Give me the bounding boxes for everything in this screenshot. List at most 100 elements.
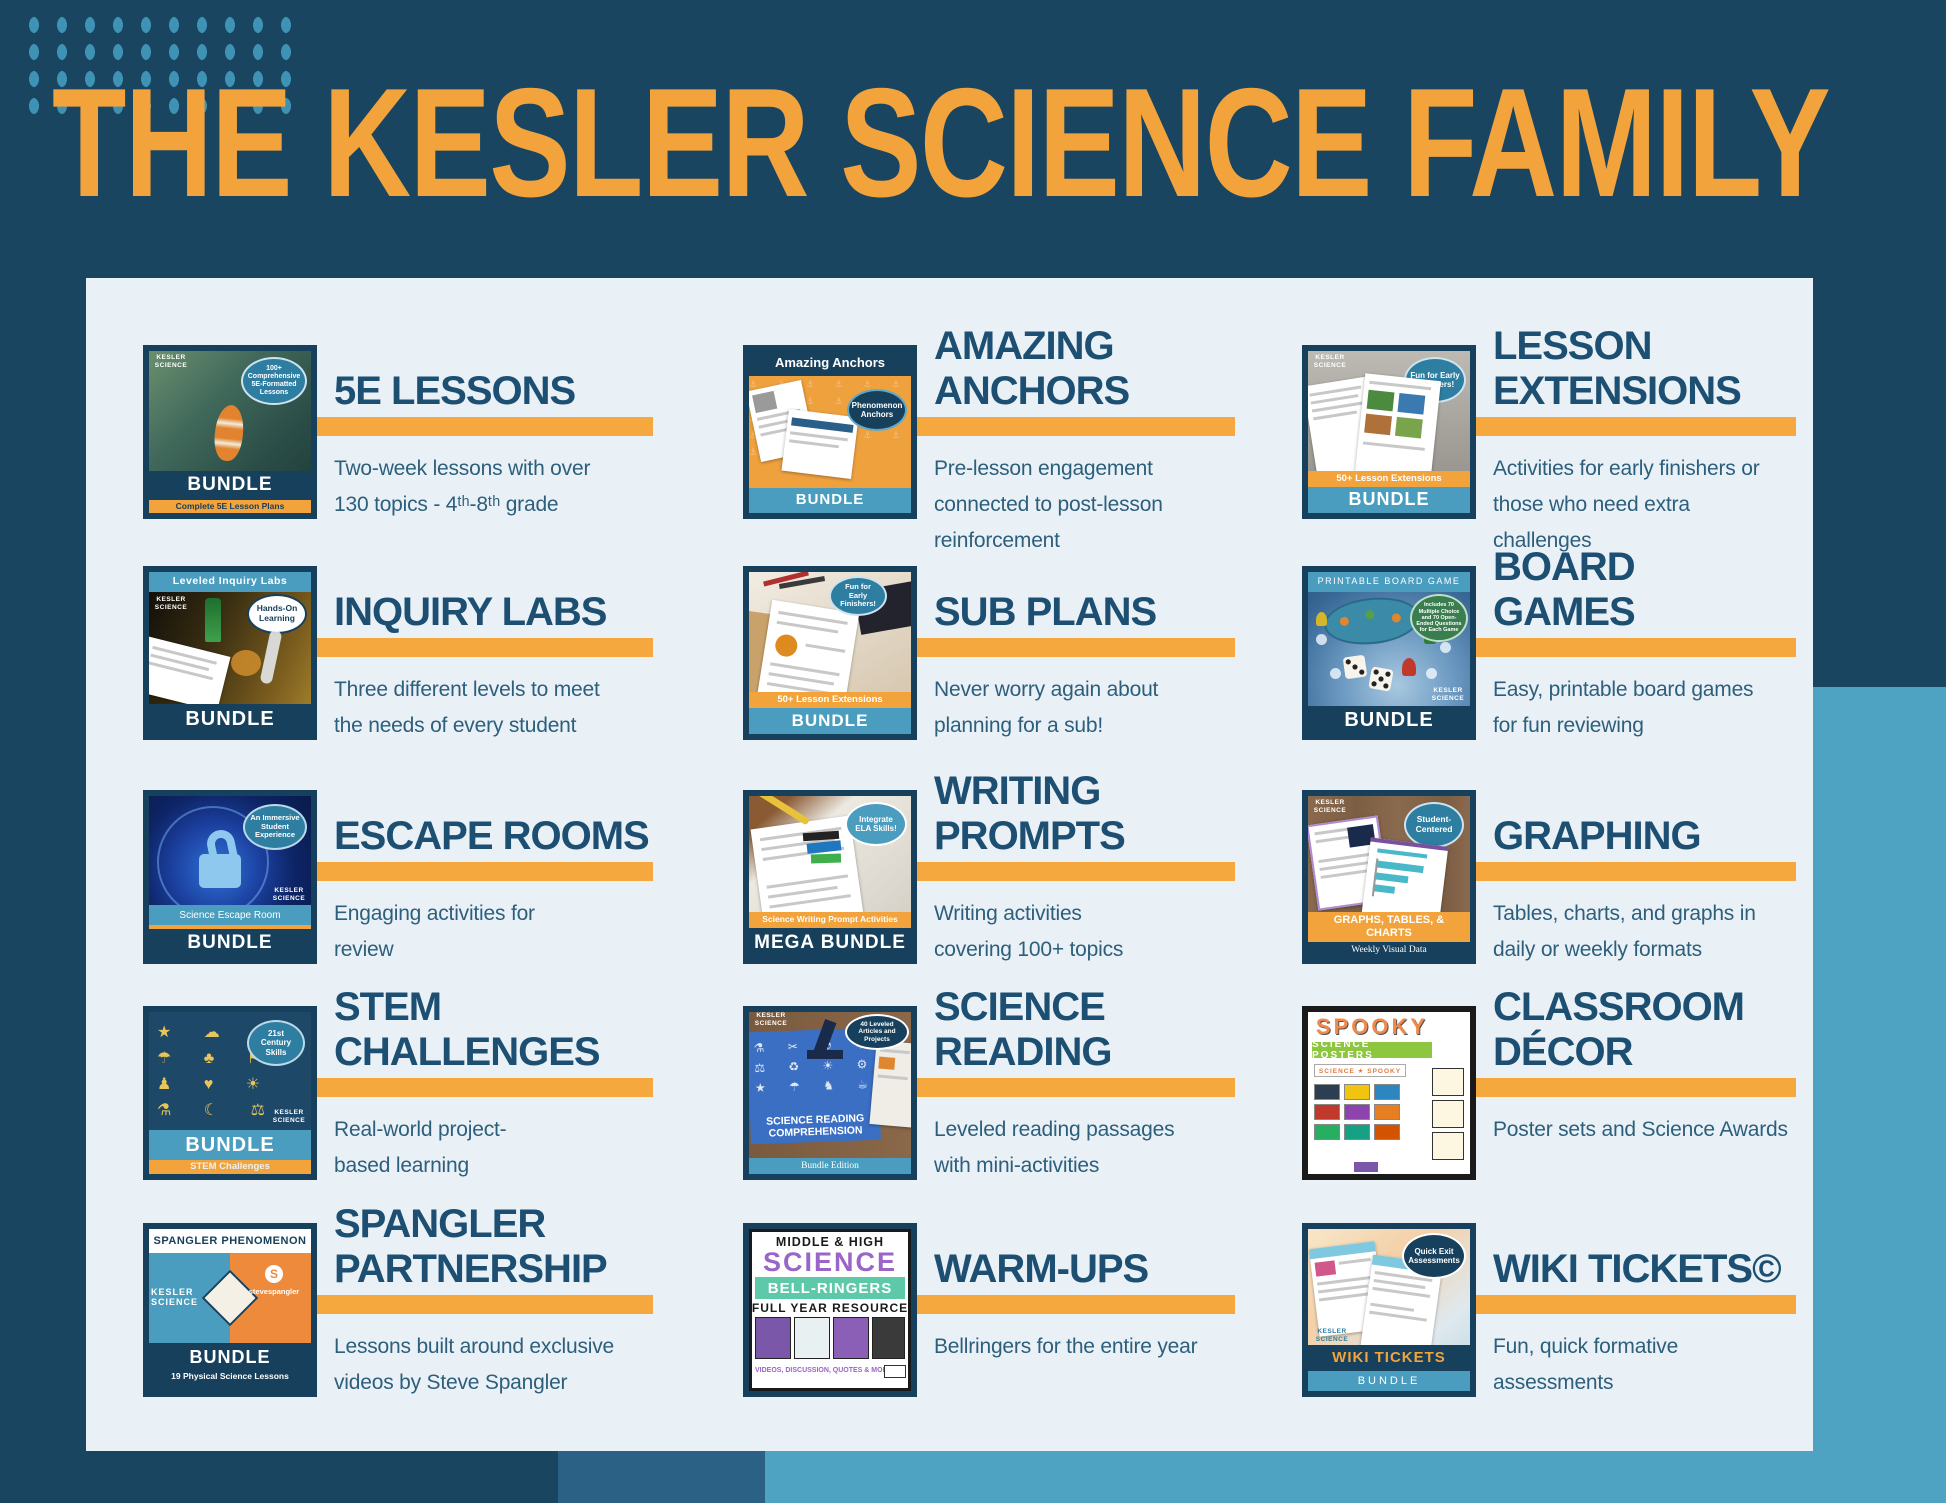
title-underline [917,1295,1235,1314]
game-path-circle [1330,668,1341,679]
award-tile [1432,1100,1464,1128]
cover-header: SPANGLER PHENOMENON [149,1229,311,1253]
card-description: Never worry again about planning for a s… [934,678,1159,737]
card-description: Lessons built around exclusive videos by… [334,1335,615,1394]
card-title: STEM CHALLENGES [334,985,601,1074]
game-board-oval [1321,593,1423,649]
poster-tile [1314,1124,1340,1140]
poster-tile [1314,1104,1340,1120]
thumbnail-escape-rooms: An Immersive Student Experience KESLER S… [143,790,317,964]
meeple-yellow [1316,612,1327,626]
card-title: SUB PLANS [934,590,1157,634]
cover-line-2: SCIENCE [762,1247,898,1277]
title-underline [1476,1078,1796,1097]
poster-title: SCIENCE READING COMPREHENSION [765,1112,865,1140]
kesler-science-logo: KESLER SCIENCE [1313,799,1347,814]
badge-oval: Hands-On Learning [247,594,307,634]
thumbnail-amazing-anchors: ⚓ ⚓ ⚓ ⚓ ⚓ ⚓ ⚓ ⚓ ⚓ ⚓ ⚓ ⚓ ⚓ ⚓ ⚓ ⚓ ⚓ ⚓ ⚓ ⚓ … [743,345,917,519]
thumbnail-classroom-decor: SPOOKY SCIENCE POSTERS SCIENCE ★ SPOOKY [1302,1006,1476,1180]
title-underline [917,417,1235,436]
card-title: WIKI TICKETS© [1493,1247,1782,1291]
title-underline [917,638,1235,657]
card-description: Two-week lessons with over 130 topics - … [334,457,591,516]
worksheet-right [1355,373,1441,479]
card-title: BOARD GAMES [1493,545,1636,634]
bundle-band: BUNDLE [749,708,911,734]
clownfish-shape [212,403,246,463]
poster-tile [1374,1124,1400,1140]
cover-line-4: FULL YEAR RESOURCE [751,1301,909,1315]
kesler-science-logo: KESLER SCIENCE [754,1012,788,1027]
card-title: INQUIRY LABS [334,590,607,634]
title-underline [1476,1295,1796,1314]
logo-chip [884,1365,906,1378]
thumbnail-writing-prompts: Integrate ELA Skills! Science Writing Pr… [743,790,917,964]
card-description: Activities for early finishers or those … [1493,457,1760,552]
kesler-science-logo: KESLER SCIENCE [151,1287,199,1307]
thumbnail-wiki-tickets: Quick Exit Assessments KESLER SCIENCE WI… [1302,1223,1476,1397]
mini-cover-tile [833,1317,869,1359]
card-title: WARM-UPS [934,1247,1149,1291]
logo-chip [1354,1162,1378,1172]
card-title: LESSON EXTENSIONS [1493,324,1742,413]
thumbnail-graphing: KESLER SCIENCE Student-Centered GRAPHS, … [1302,790,1476,964]
thumbnail-sub-plans: Fun for Early Finishers! 50+ Lesson Exte… [743,566,917,740]
cover-line-5: VIDEOS, DISCUSSION, QUOTES & MORE! [755,1367,895,1374]
card-description: Fun, quick formative assessments [1493,1335,1679,1394]
wiki-tickets-band: WIKI TICKETS [1308,1345,1470,1371]
mini-cover-tile [872,1317,905,1359]
cover-strip: GRAPHS, TABLES, & CHARTS [1308,912,1470,942]
thumbnail-lesson-extensions: KESLER SCIENCE Fun for Early Finishers! … [1302,345,1476,519]
card-description: Easy, printable board games for fun revi… [1493,678,1754,737]
mini-cover-tile [794,1317,830,1359]
page-title: THE KESLER SCIENCE FAMILY [52,56,1831,229]
poster-tile [1344,1104,1370,1120]
card-description: Three different levels to meet the needs… [334,678,600,737]
poster-tile [1344,1084,1370,1100]
cover-header: PRINTABLE BOARD GAME [1308,572,1470,592]
badge-oval: Includes 70 Multiple Choice and 70 Open-… [1410,594,1468,642]
bottle-shape [205,598,221,642]
poster-tile [1374,1104,1400,1120]
beaker-shape [231,650,261,676]
die-shape [1342,654,1368,680]
cover-strip: 19 Physical Science Lessons [171,1371,289,1381]
title-underline [317,1078,653,1097]
kesler-science-logo: KESLER SCIENCE [272,887,306,902]
card-description: Real-world project- based learning [334,1118,507,1177]
thumbnail-science-reading: ⚗ ✂ ☢ ⚛ ⚖ ♻ ☀ ⚙ ★ ☂ ♞ ☕ SCIENCE READING … [743,1006,917,1180]
bundle-band: BUNDLE [149,471,311,500]
badge-oval: 40 Leveled Articles and Projects [845,1014,909,1050]
cover-strip: Science Writing Prompt Activities [749,912,911,928]
orange-divider [149,925,311,929]
cover-strip: Complete 5E Lesson Plans [149,500,311,513]
worksheet-chart [1361,837,1449,923]
kesler-science-logo: KESLER SCIENCE [1431,687,1465,702]
meeple-red [1402,658,1416,676]
mini-banner: SCIENCE ★ SPOOKY [1314,1064,1406,1077]
thumbnail-inquiry-labs: Leveled Inquiry Labs KESLER SCIENCE Hand… [143,566,317,740]
bundle-band: BUNDLE [1308,706,1470,734]
bundle-band: MEGA BUNDLE [749,928,911,958]
side-sheet [869,1040,911,1128]
pencil-shape [752,796,810,826]
card-title: 5E LESSONS [334,369,576,413]
card-description: Pre-lesson engagement connected to post-… [934,457,1163,552]
card-title: SCIENCE READING [934,985,1112,1074]
card-title: GRAPHING [1493,814,1702,858]
cover-strip: 50+ Lesson Extensions [1308,471,1470,487]
thumbnail-5e-lessons: KESLER SCIENCE 100+ Comprehensive 5E-For… [143,345,317,519]
title-underline [317,417,653,436]
title-underline [317,1295,653,1314]
title-underline [1476,417,1796,436]
cover-strip: Bundle Edition [749,1158,911,1174]
lock-body [199,854,241,888]
thumbnail-stem-challenges: ★ ☁ ♞ ☂ ♣ ⚑ ♟ ♥ ☀ ⚗ ☾ ⚖ 21st Century Ski… [143,1006,317,1180]
badge-oval: Quick Exit Assessments [1402,1233,1466,1279]
thumbnail-warm-ups: MIDDLE & HIGH SCIENCE BELL-RINGERS FULL … [743,1223,917,1397]
cover-strip: STEM Challenges [149,1160,311,1174]
badge-oval: 100+ Comprehensive 5E-Formatted Lessons [241,357,307,405]
badge-oval: Student-Centered [1404,802,1464,848]
title-underline [1476,638,1796,657]
